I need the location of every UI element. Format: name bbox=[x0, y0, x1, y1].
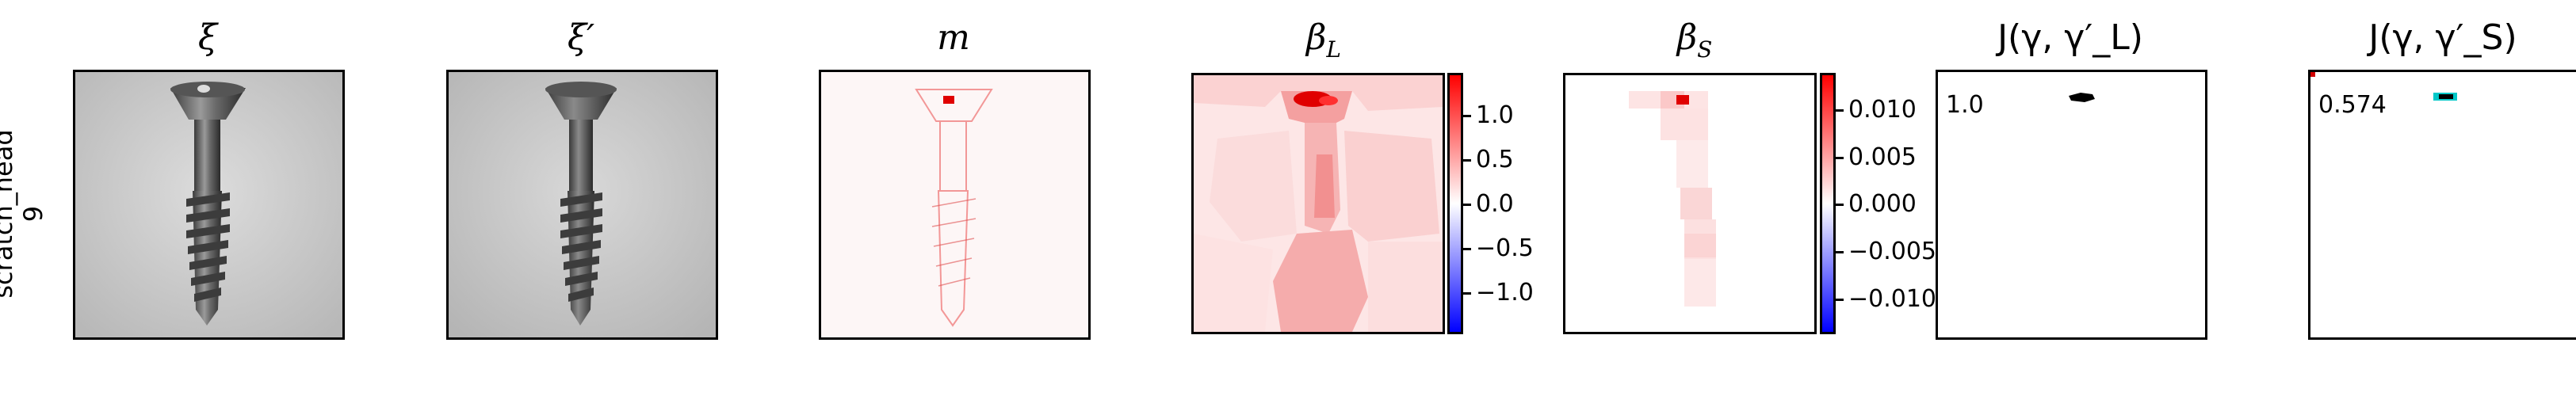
cbar-l-ticklabel-4: −0.5 bbox=[1476, 234, 1534, 262]
cbar-s-tick-3 bbox=[1836, 204, 1844, 206]
cbar-l-ticklabel-2: 0.5 bbox=[1476, 146, 1514, 173]
panel-title-xi-prime: ξ′ bbox=[567, 17, 595, 58]
panel-image-beta-s bbox=[1563, 73, 1817, 334]
screw-image-xi-prime bbox=[449, 72, 716, 337]
panel-title-j-l: J(γ, γ′_L) bbox=[1997, 17, 2143, 58]
cbar-s-ticklabel-1: 0.010 bbox=[1848, 96, 1917, 124]
row-label-class: scratch_head bbox=[0, 129, 18, 299]
panel-title-xi: ξ bbox=[197, 17, 218, 58]
panel-title-beta-l: βL bbox=[1305, 17, 1342, 63]
heatmap-beta-s bbox=[1565, 75, 1814, 332]
panel-image-xi bbox=[73, 70, 345, 340]
cbar-l-tick-1 bbox=[1463, 115, 1471, 117]
screw-image-xi bbox=[75, 72, 342, 337]
colorbar-beta-l bbox=[1447, 73, 1463, 334]
heatmap-beta-l bbox=[1194, 75, 1443, 332]
cbar-s-tick-2 bbox=[1836, 157, 1844, 159]
cbar-s-tick-5 bbox=[1836, 299, 1844, 301]
cbar-l-tick-5 bbox=[1463, 292, 1471, 295]
cbar-s-tick-1 bbox=[1836, 109, 1844, 112]
colorbar-beta-s bbox=[1820, 73, 1836, 334]
panel-image-m bbox=[819, 70, 1091, 340]
panel-image-xi-prime bbox=[446, 70, 718, 340]
cbar-s-ticklabel-5: −0.010 bbox=[1848, 285, 1937, 313]
row-label-index: 9 bbox=[18, 205, 48, 223]
cbar-l-ticklabel-1: 1.0 bbox=[1476, 101, 1514, 129]
panel-title-beta-s: βS bbox=[1676, 17, 1713, 63]
cbar-l-tick-3 bbox=[1463, 204, 1471, 206]
cbar-s-tick-4 bbox=[1836, 251, 1844, 253]
j-l-score: 1.0 bbox=[1946, 91, 1984, 119]
j-s-mark bbox=[2310, 72, 2457, 101]
panel-image-beta-l bbox=[1191, 73, 1445, 334]
panel-image-j-l: 1.0 bbox=[1936, 70, 2207, 340]
j-s-score: 0.574 bbox=[2318, 91, 2387, 119]
cbar-l-tick-4 bbox=[1463, 248, 1471, 250]
cbar-l-ticklabel-5: −1.0 bbox=[1476, 279, 1534, 307]
panel-title-j-s: J(γ, γ′_S) bbox=[2368, 17, 2517, 58]
panel-title-m: m bbox=[937, 17, 970, 58]
cbar-s-ticklabel-3: 0.000 bbox=[1848, 190, 1917, 218]
panel-image-j-s: 0.574 bbox=[2308, 70, 2576, 340]
mask-image-m bbox=[821, 72, 1088, 337]
cbar-l-ticklabel-3: 0.0 bbox=[1476, 190, 1514, 218]
cbar-l-tick-2 bbox=[1463, 159, 1471, 162]
row-label: scratch_head 9 bbox=[0, 111, 52, 317]
j-l-mark bbox=[2069, 93, 2095, 102]
cbar-s-ticklabel-4: −0.005 bbox=[1848, 238, 1937, 265]
cbar-s-ticklabel-2: 0.005 bbox=[1848, 143, 1917, 171]
